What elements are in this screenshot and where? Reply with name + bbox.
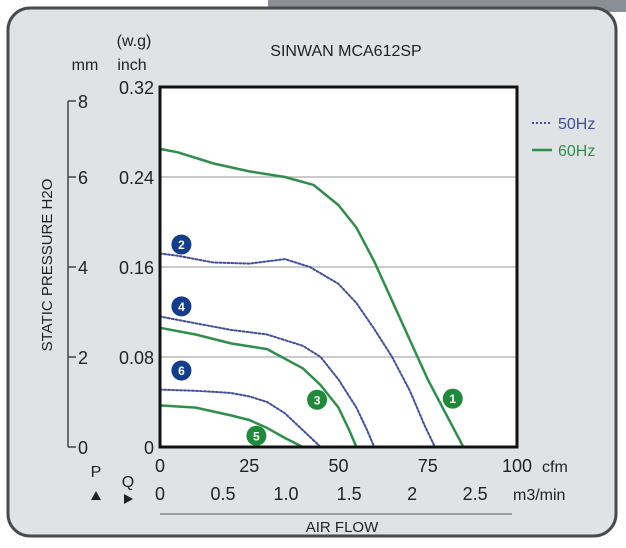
- inch-tick-label-1: 0.08: [119, 348, 154, 368]
- curve-badge-label-2: 2: [178, 238, 185, 252]
- series-layer: [158, 147, 465, 449]
- legend-label-0: 50Hz: [558, 116, 595, 133]
- curve-badge-2: [171, 234, 192, 255]
- m3-tick-label-0: 0: [155, 484, 165, 504]
- curve-badge-label-4: 4: [178, 300, 185, 314]
- series-line-4: [159, 315, 376, 448]
- curve-badge-6: [171, 360, 192, 381]
- y-unit-inch: inch: [117, 57, 146, 74]
- m3-tick-label-2: 1.0: [274, 484, 299, 504]
- curve-badge-label-5: 5: [253, 429, 260, 443]
- cfm-tick-label-2: 50: [328, 456, 348, 476]
- inch-tick-label-3: 0.24: [119, 168, 154, 188]
- x-unit-m3: m3/min: [513, 487, 565, 504]
- p-marker-label: P: [91, 464, 102, 481]
- curve-badge-label-1: 1: [449, 392, 456, 406]
- m3-tick-label-4: 2: [407, 484, 417, 504]
- curve-badges: 1 2 3 4 5 6: [171, 234, 463, 446]
- curve-badge-5: [246, 425, 267, 446]
- legend-label-1: 60Hz: [558, 143, 595, 160]
- curve-badge-label-6: 6: [178, 364, 185, 378]
- curve-badge-4: [171, 296, 192, 317]
- x-axis-m3: 0 0.5 1.0 1.5 2 2.5: [155, 484, 488, 504]
- q-marker-label: Q: [122, 474, 134, 491]
- legend: 50Hz 60Hz: [532, 116, 595, 160]
- curve-badge-1: [442, 388, 463, 409]
- y-axis-inch: 0 0.08 0.16 0.24 0.32: [119, 78, 154, 458]
- series-line-6: [159, 388, 322, 448]
- m3-tick-label-1: 0.5: [211, 484, 236, 504]
- cfm-tick-label-3: 75: [418, 456, 438, 476]
- y-unit-mm: mm: [72, 57, 99, 74]
- curve-badge-3: [307, 389, 328, 410]
- p-arrow-icon: [91, 491, 101, 500]
- m3-tick-label-3: 1.5: [337, 484, 362, 504]
- y-axis-title: STATIC PRESSURE H2O: [39, 179, 56, 352]
- x-axis-cfm: 0 25 50 75 100: [155, 456, 532, 476]
- chart-title: SINWAN MCA612SP: [270, 43, 421, 60]
- series-line-5: [158, 404, 305, 449]
- q-arrow-icon: [124, 494, 133, 504]
- y-unit-wg: (w.g): [117, 33, 152, 50]
- x-unit-cfm: cfm: [542, 459, 568, 476]
- grid-lines: [160, 176, 517, 358]
- m3-tick-label-5: 2.5: [463, 484, 488, 504]
- mm-tick-label-4: 8: [78, 92, 88, 112]
- mm-tick-label-2: 4: [78, 258, 88, 278]
- plot-area: 1 2 3 4 5 6: [158, 85, 519, 449]
- cfm-tick-label-4: 100: [502, 456, 532, 476]
- cfm-tick-label-1: 25: [239, 456, 259, 476]
- x-axis-title: AIR FLOW: [306, 519, 379, 536]
- inch-tick-label-4: 0.32: [119, 78, 154, 98]
- inch-tick-label-0: 0: [144, 438, 154, 458]
- mm-tick-label-3: 6: [78, 168, 88, 188]
- inch-tick-label-2: 0.16: [119, 258, 154, 278]
- series-line-1: [158, 147, 465, 449]
- y-axis-mm: 0 2 4 6 8: [67, 92, 88, 458]
- cfm-tick-label-0: 0: [155, 456, 165, 476]
- mm-tick-label-0: 0: [78, 438, 88, 458]
- mm-tick-label-1: 2: [78, 348, 88, 368]
- curve-badge-label-3: 3: [314, 393, 321, 407]
- series-line-2: [159, 252, 436, 448]
- series-line-3: [158, 326, 358, 449]
- plot-border: [158, 85, 519, 449]
